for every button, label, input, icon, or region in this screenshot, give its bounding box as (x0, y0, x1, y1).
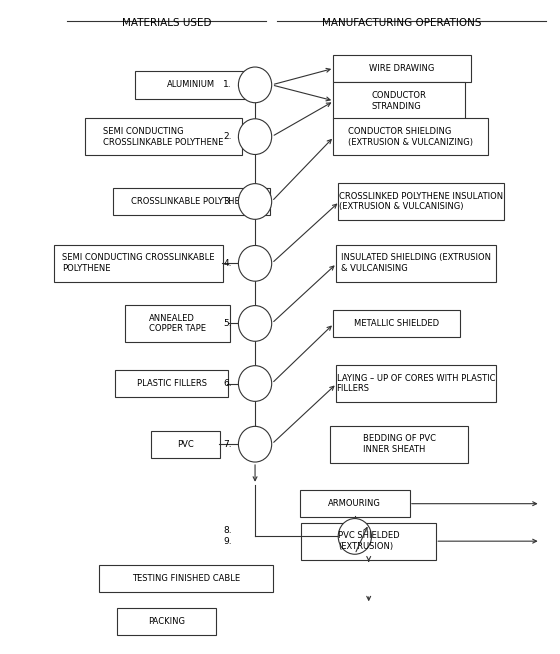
Text: SEMI CONDUCTING
CROSSLINKABLE POLYTHENE: SEMI CONDUCTING CROSSLINKABLE POLYTHENE (104, 127, 224, 146)
Circle shape (239, 119, 272, 154)
Text: WIRE DRAWING: WIRE DRAWING (369, 63, 435, 73)
Text: CROSSLINKABLE POLYTHENE: CROSSLINKABLE POLYTHENE (131, 197, 251, 206)
Text: CROSSLINKED POLYTHENE INSULATION
(EXTRUSION & VULCANISING): CROSSLINKED POLYTHENE INSULATION (EXTRUS… (339, 192, 503, 211)
FancyBboxPatch shape (338, 183, 504, 220)
Circle shape (338, 519, 371, 554)
Circle shape (239, 426, 272, 462)
Text: PLASTIC FILLERS: PLASTIC FILLERS (137, 379, 207, 388)
FancyBboxPatch shape (151, 430, 220, 458)
Text: CONDUCTOR
STRANDING: CONDUCTOR STRANDING (372, 91, 427, 111)
FancyBboxPatch shape (135, 71, 248, 99)
Text: PVC SHIELDED
(EXTRUSION): PVC SHIELDED (EXTRUSION) (338, 531, 399, 551)
Text: INSULATED SHIELDING (EXTRUSION
& VULCANISING: INSULATED SHIELDING (EXTRUSION & VULCANI… (341, 254, 491, 273)
Text: TESTING FINISHED CABLE: TESTING FINISHED CABLE (132, 574, 240, 583)
FancyBboxPatch shape (336, 245, 496, 282)
Text: 4.: 4. (223, 259, 232, 268)
Text: 9.: 9. (223, 537, 232, 545)
Text: 6.: 6. (223, 379, 232, 388)
Circle shape (239, 67, 272, 103)
Text: 2.: 2. (223, 132, 232, 141)
Text: BEDDING OF PVC
INNER SHEATH: BEDDING OF PVC INNER SHEATH (363, 434, 436, 454)
FancyBboxPatch shape (333, 54, 471, 82)
Text: ARMOURING: ARMOURING (328, 499, 381, 508)
FancyBboxPatch shape (113, 188, 270, 215)
FancyBboxPatch shape (330, 426, 468, 462)
Text: PVC: PVC (178, 439, 194, 449)
Text: 5.: 5. (223, 319, 232, 328)
FancyBboxPatch shape (115, 370, 228, 397)
FancyBboxPatch shape (301, 523, 436, 560)
Circle shape (239, 245, 272, 281)
FancyBboxPatch shape (125, 305, 230, 342)
Text: MATERIALS USED: MATERIALS USED (122, 18, 211, 27)
Text: ALUMINIUM: ALUMINIUM (167, 80, 216, 90)
Text: CONDUCTOR SHIELDING
(EXTRUSION & VULCANIZING): CONDUCTOR SHIELDING (EXTRUSION & VULCANI… (348, 127, 473, 146)
FancyBboxPatch shape (336, 365, 496, 402)
Text: LAYING – UP OF CORES WITH PLASTIC
FILLERS: LAYING – UP OF CORES WITH PLASTIC FILLER… (337, 373, 495, 394)
FancyBboxPatch shape (116, 608, 216, 635)
FancyBboxPatch shape (333, 310, 460, 337)
Text: MANUFACTURING OPERATIONS: MANUFACTURING OPERATIONS (322, 18, 482, 27)
Circle shape (239, 184, 272, 219)
Text: 1.: 1. (223, 80, 232, 90)
FancyBboxPatch shape (333, 118, 488, 155)
Text: 7.: 7. (223, 439, 232, 449)
Circle shape (239, 305, 272, 341)
Text: SEMI CONDUCTING CROSSLINKABLE
POLYTHENE: SEMI CONDUCTING CROSSLINKABLE POLYTHENE (62, 254, 215, 273)
Text: 8.: 8. (223, 526, 232, 535)
FancyBboxPatch shape (333, 82, 465, 120)
Text: PACKING: PACKING (148, 617, 185, 626)
FancyBboxPatch shape (85, 118, 242, 155)
FancyBboxPatch shape (99, 565, 273, 593)
FancyBboxPatch shape (54, 245, 223, 282)
Text: METALLIC SHIELDED: METALLIC SHIELDED (354, 319, 439, 328)
Circle shape (239, 366, 272, 402)
Text: ANNEALED
COPPER TAPE: ANNEALED COPPER TAPE (149, 313, 206, 334)
FancyBboxPatch shape (300, 490, 410, 517)
Text: 3.: 3. (223, 197, 232, 206)
